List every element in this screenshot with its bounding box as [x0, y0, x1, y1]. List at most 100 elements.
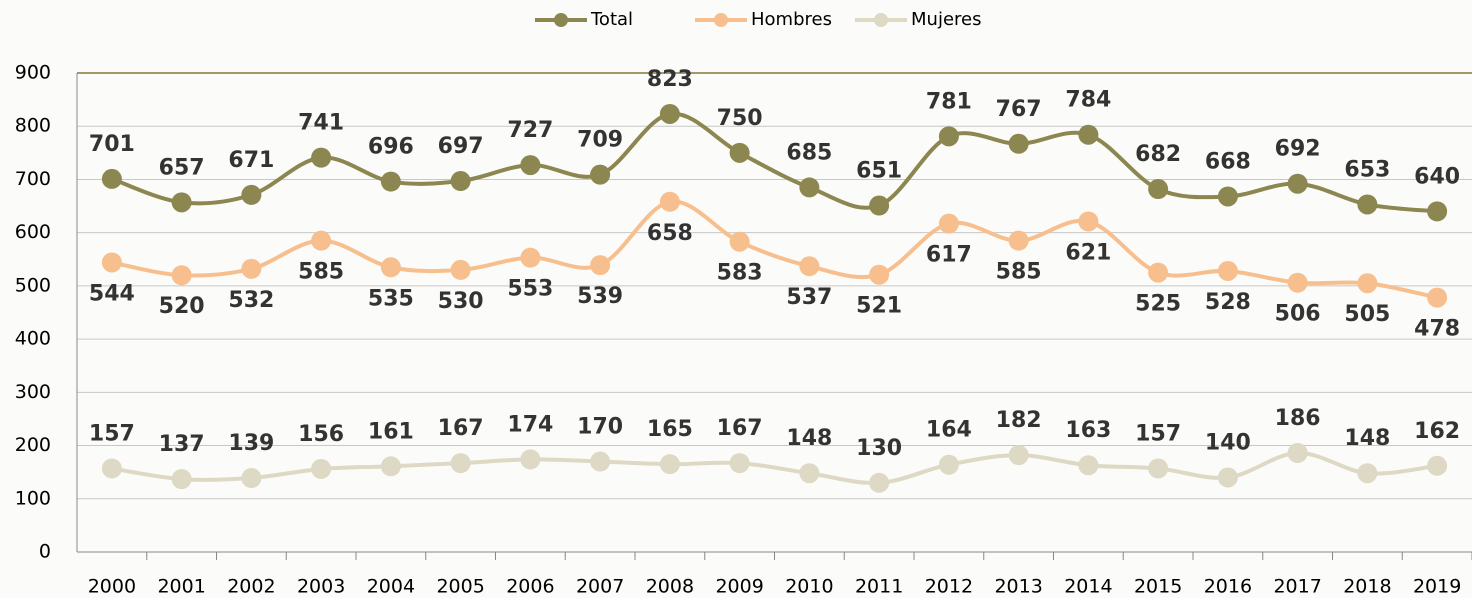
- legend-label: Hombres: [751, 9, 832, 30]
- point: [659, 103, 680, 124]
- data-label: 505: [1344, 302, 1390, 327]
- x-tick-label: 2000: [88, 576, 136, 598]
- data-label: 640: [1414, 164, 1460, 189]
- data-label: 585: [996, 260, 1042, 285]
- legend-label: Total: [590, 9, 633, 30]
- data-label: 682: [1135, 142, 1181, 167]
- data-label: 157: [89, 421, 135, 446]
- data-label: 130: [856, 436, 902, 461]
- point: [938, 126, 959, 147]
- x-tick-label: 2003: [297, 576, 345, 598]
- data-label: 167: [717, 416, 763, 441]
- x-tick-label: 2006: [506, 576, 554, 598]
- x-tick-label: 2002: [227, 576, 275, 598]
- legend-label: Mujeres: [911, 9, 981, 30]
- y-tick-label: 800: [15, 115, 51, 137]
- x-tick-label: 2018: [1343, 576, 1391, 598]
- data-label: 658: [647, 221, 693, 246]
- data-label: 165: [647, 417, 693, 442]
- data-label: 823: [647, 67, 693, 92]
- point: [1357, 273, 1378, 294]
- point: [380, 456, 401, 477]
- data-label: 535: [368, 286, 414, 311]
- point: [1427, 455, 1448, 476]
- point: [1357, 194, 1378, 215]
- data-label: 167: [438, 416, 484, 441]
- point: [450, 259, 471, 280]
- point: [241, 184, 262, 205]
- point: [869, 264, 890, 285]
- point: [380, 257, 401, 278]
- data-label: 170: [577, 415, 623, 440]
- point: [938, 454, 959, 475]
- data-label: 162: [1414, 419, 1460, 444]
- data-label: 186: [1275, 406, 1321, 431]
- x-tick-label: 2004: [367, 576, 415, 598]
- point: [311, 458, 332, 479]
- point: [1148, 262, 1169, 283]
- data-label: 148: [1344, 426, 1390, 451]
- data-label: 553: [507, 277, 553, 302]
- point: [1148, 179, 1169, 200]
- data-label: 696: [368, 135, 414, 160]
- point: [311, 230, 332, 251]
- point: [659, 191, 680, 212]
- point: [938, 213, 959, 234]
- data-label: 174: [507, 412, 553, 437]
- x-tick-label: 2012: [925, 576, 973, 598]
- data-label: 164: [926, 418, 972, 443]
- data-label: 539: [577, 284, 623, 309]
- data-label: 685: [786, 140, 832, 165]
- point: [799, 463, 820, 484]
- data-label: 140: [1205, 430, 1251, 455]
- point: [101, 168, 122, 189]
- point: [869, 195, 890, 216]
- point: [590, 164, 611, 185]
- point: [1078, 455, 1099, 476]
- point: [1217, 467, 1238, 488]
- data-label: 657: [159, 155, 205, 180]
- y-tick-label: 900: [15, 62, 51, 84]
- x-tick-label: 2011: [855, 576, 903, 598]
- y-tick-label: 500: [15, 274, 51, 296]
- data-label: 741: [298, 111, 344, 136]
- data-label: 651: [856, 159, 902, 184]
- x-tick-label: 2001: [157, 576, 205, 598]
- data-label: 709: [577, 128, 623, 153]
- legend-marker: [554, 13, 568, 27]
- x-tick-label: 2014: [1064, 576, 1112, 598]
- y-tick-label: 700: [15, 168, 51, 190]
- data-label: 506: [1275, 302, 1321, 327]
- point: [450, 171, 471, 192]
- data-label: 528: [1205, 290, 1251, 315]
- point: [1287, 272, 1308, 293]
- data-label: 621: [1065, 240, 1111, 265]
- x-tick-label: 2005: [436, 576, 484, 598]
- data-label: 583: [717, 261, 763, 286]
- data-label: 767: [996, 97, 1042, 122]
- point: [450, 453, 471, 474]
- x-tick-label: 2007: [576, 576, 624, 598]
- data-label: 727: [507, 118, 553, 143]
- x-tick-label: 2013: [994, 576, 1042, 598]
- data-label: 137: [159, 432, 205, 457]
- point: [520, 449, 541, 470]
- y-tick-label: 0: [39, 541, 51, 563]
- data-label: 537: [786, 285, 832, 310]
- point: [101, 458, 122, 479]
- y-tick-label: 600: [15, 221, 51, 243]
- point: [1357, 463, 1378, 484]
- data-label: 784: [1065, 88, 1111, 113]
- point: [520, 247, 541, 268]
- data-label: 139: [228, 431, 274, 456]
- point: [171, 265, 192, 286]
- x-tick-label: 2015: [1134, 576, 1182, 598]
- y-tick-label: 300: [15, 381, 51, 403]
- point: [869, 472, 890, 493]
- series-line: [111, 199, 1438, 300]
- x-tick-label: 2010: [785, 576, 833, 598]
- point: [1217, 186, 1238, 207]
- data-label: 544: [89, 281, 135, 306]
- y-tick-label: 100: [15, 487, 51, 509]
- point: [1008, 133, 1029, 154]
